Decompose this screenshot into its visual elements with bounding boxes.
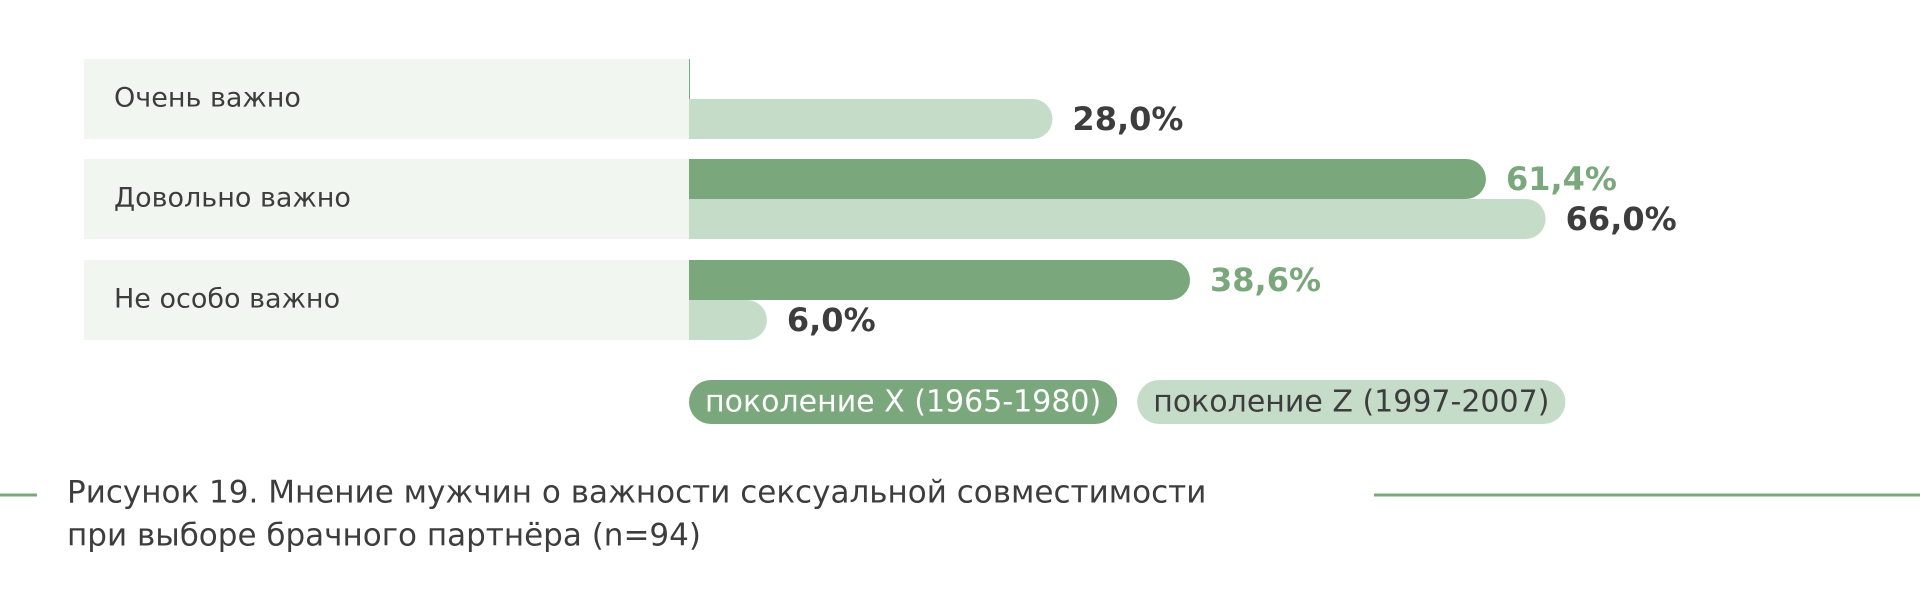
- legend-label: поколение X (1965-1980): [705, 385, 1101, 420]
- bar: [688, 199, 1546, 239]
- value-label: 38,6%: [1210, 261, 1321, 299]
- bar: [688, 260, 1191, 300]
- row-background: [84, 159, 689, 239]
- category-label: Довольно важно: [114, 183, 351, 214]
- value-label: 66,0%: [1566, 200, 1677, 238]
- bar: [689, 59, 690, 99]
- legend-swatch: [689, 380, 1118, 424]
- bar: [689, 99, 1053, 139]
- caption: Рисунок 19. Мнение мужчин о важности сек…: [67, 475, 1206, 511]
- value-label: 61,4%: [1506, 160, 1617, 198]
- row-background: [84, 59, 689, 139]
- category-label: Очень важно: [114, 83, 301, 114]
- value-label: 6,0%: [787, 301, 876, 339]
- value-label: 28,0%: [1072, 100, 1183, 138]
- bar: [689, 300, 767, 340]
- legend-swatch: [1137, 380, 1566, 424]
- legend-label: поколение Z (1997-2007): [1153, 385, 1549, 420]
- category-label: Не особо важно: [114, 284, 340, 315]
- caption: при выборе брачного партнёра (n=94): [67, 518, 701, 554]
- row-background: [84, 260, 689, 340]
- bar: [689, 159, 1486, 199]
